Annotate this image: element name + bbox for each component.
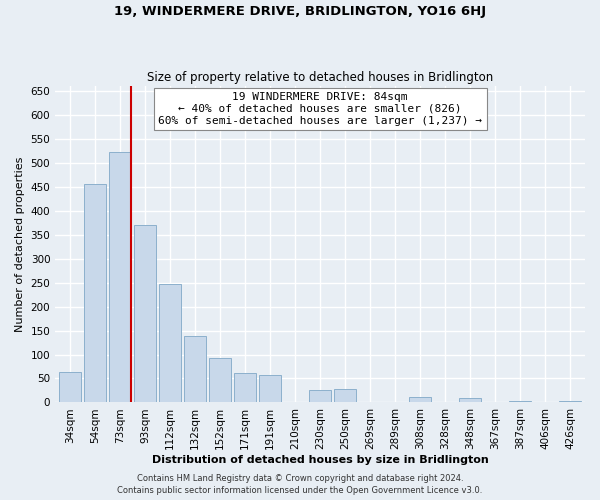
Bar xyxy=(159,284,181,403)
Text: 19, WINDERMERE DRIVE, BRIDLINGTON, YO16 6HJ: 19, WINDERMERE DRIVE, BRIDLINGTON, YO16 … xyxy=(114,5,486,18)
Bar xyxy=(109,152,131,402)
Text: 19 WINDERMERE DRIVE: 84sqm
← 40% of detached houses are smaller (826)
60% of sem: 19 WINDERMERE DRIVE: 84sqm ← 40% of deta… xyxy=(158,92,482,126)
X-axis label: Distribution of detached houses by size in Bridlington: Distribution of detached houses by size … xyxy=(152,455,488,465)
Bar xyxy=(459,398,481,402)
Text: Contains HM Land Registry data © Crown copyright and database right 2024.
Contai: Contains HM Land Registry data © Crown c… xyxy=(118,474,482,495)
Title: Size of property relative to detached houses in Bridlington: Size of property relative to detached ho… xyxy=(147,70,493,84)
Bar xyxy=(184,336,206,402)
Bar xyxy=(309,390,331,402)
Bar xyxy=(134,225,157,402)
Bar xyxy=(409,396,431,402)
Bar xyxy=(234,372,256,402)
Bar xyxy=(259,375,281,402)
Bar xyxy=(209,358,232,403)
Bar xyxy=(84,184,106,402)
Bar xyxy=(334,389,356,402)
Bar xyxy=(59,372,82,402)
Bar xyxy=(509,401,531,402)
Y-axis label: Number of detached properties: Number of detached properties xyxy=(15,156,25,332)
